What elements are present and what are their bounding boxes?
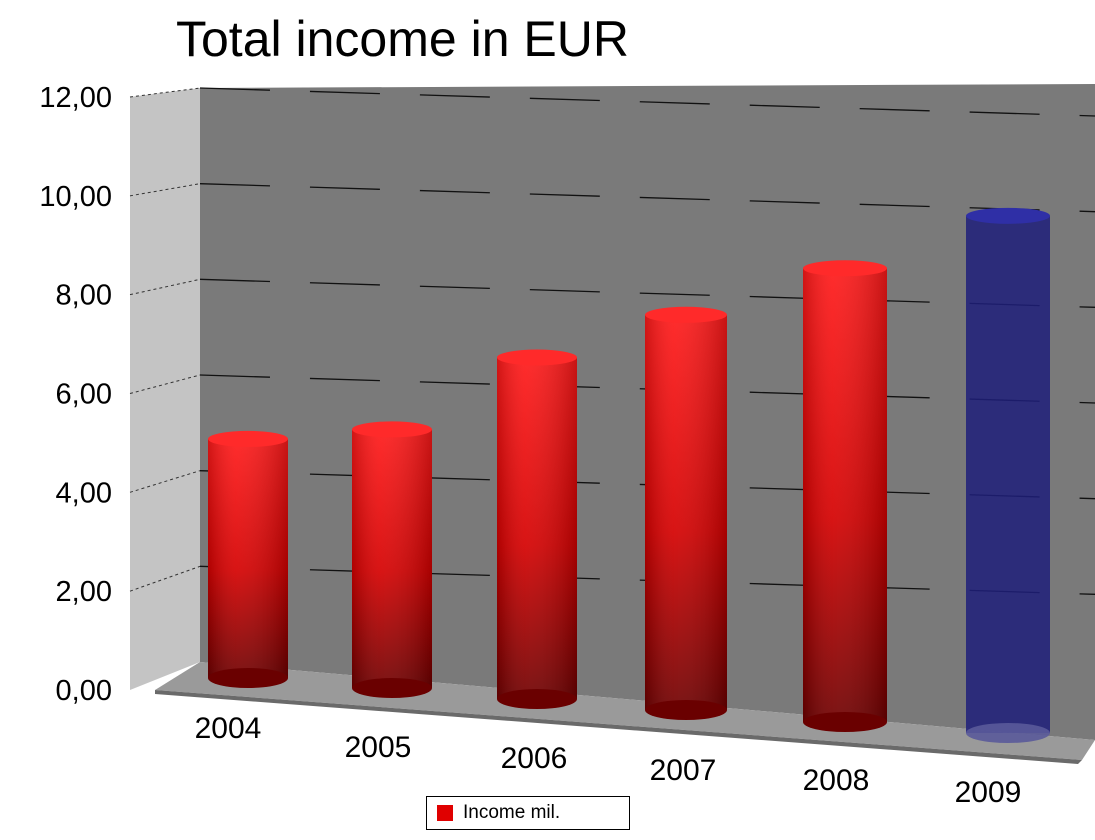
bar-base: [497, 689, 577, 709]
x-tick-label: 2004: [195, 712, 262, 745]
x-tick-label: 2006: [501, 742, 568, 775]
gridline-side: [129, 470, 201, 493]
bar-shade: [497, 357, 577, 699]
bar-shade: [208, 438, 288, 678]
y-tick-label: 12,00: [39, 82, 112, 114]
legend-swatch: [437, 805, 453, 821]
bar: [497, 349, 577, 709]
bar: [966, 207, 1050, 743]
x-tick-label: 2007: [650, 754, 717, 787]
bar-top: [645, 306, 727, 323]
gridline: [199, 183, 1095, 213]
bar-top: [352, 421, 432, 438]
bar-base: [208, 668, 288, 688]
bar-top: [966, 207, 1050, 224]
legend: Income mil.: [426, 796, 630, 830]
bar: [352, 421, 432, 698]
bar-top: [803, 260, 887, 277]
y-tick-label: 2,00: [56, 576, 112, 608]
bar-shade: [803, 268, 887, 722]
y-tick-label: 8,00: [56, 280, 112, 312]
gridline: [199, 278, 1095, 308]
bar-base: [352, 678, 432, 698]
floor-edge: [155, 690, 1082, 764]
bar: [645, 306, 727, 720]
bar-shade: [352, 429, 432, 688]
gridline-side: [129, 565, 201, 592]
gridline: [199, 87, 1095, 117]
bar-base: [803, 712, 887, 732]
y-tick-label: 0,00: [56, 675, 112, 707]
x-tick-label: 2009: [955, 776, 1022, 809]
y-tick-label: 4,00: [56, 477, 112, 509]
y-tick-label: 6,00: [56, 379, 112, 411]
bars: [208, 207, 1050, 743]
bar-top: [497, 349, 577, 366]
side-wall: [130, 88, 200, 690]
x-tick-label: 2005: [345, 731, 412, 764]
bar: [803, 260, 887, 732]
bar-body: [966, 215, 1050, 734]
bar-base: [966, 723, 1050, 743]
x-tick-label: 2008: [803, 764, 870, 797]
bar-top: [208, 430, 288, 447]
y-tick-label: 10,00: [39, 181, 112, 213]
bar-base: [645, 700, 727, 720]
gridline-side: [129, 374, 201, 394]
legend-label: Income mil.: [463, 802, 561, 823]
bar-shade: [645, 314, 727, 710]
chart-title: Total income in EUR: [176, 11, 629, 67]
bar: [208, 430, 288, 688]
y-axis-labels: 0,00 2,00 4,00 6,00 8,00 10,00 12,00: [39, 82, 112, 707]
x-axis-labels: 2004 2005 2006 2007 2008 2009: [195, 712, 1022, 809]
